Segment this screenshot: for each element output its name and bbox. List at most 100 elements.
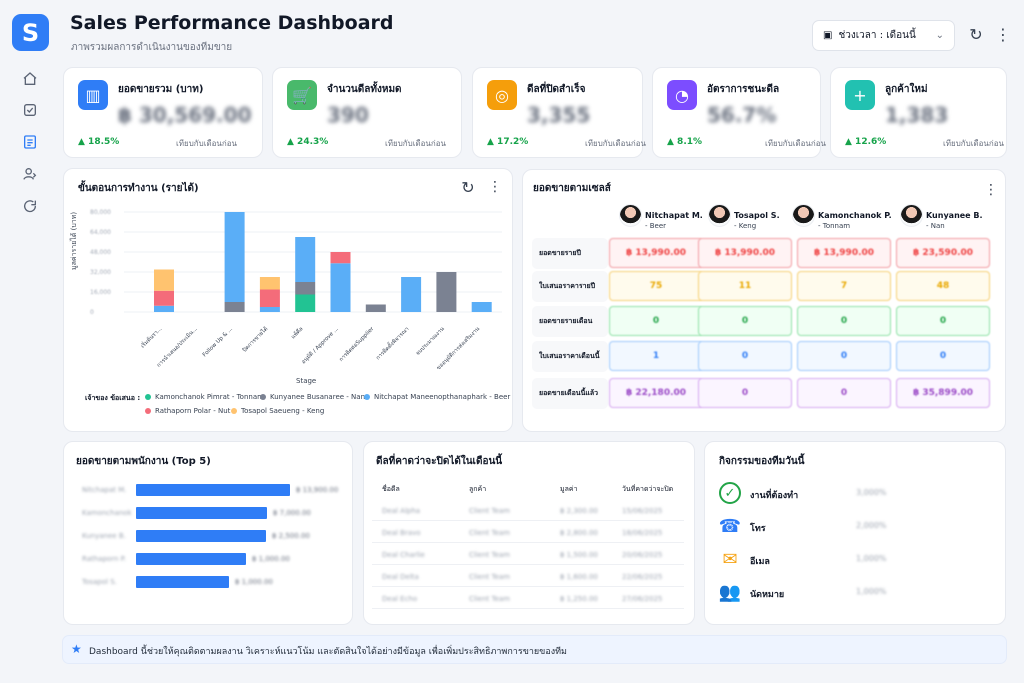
period-select[interactable]: ▣ ช่วงเวลา : เดือนนี้ ⌄ — [812, 20, 955, 51]
activity-label: นัดหมาย — [750, 590, 785, 600]
sales-metric-cell: 0 — [896, 341, 990, 371]
sales-metric-label: ใบเสนอราคารายปี — [532, 271, 608, 302]
legend-color-dot — [231, 408, 237, 414]
table-header-deal-name: ชื่อดีล — [382, 485, 400, 493]
table-cell: ฿ 2,800.00 — [560, 529, 598, 537]
table-header-value: มูลค่า — [560, 485, 578, 493]
expected-deals-card — [363, 441, 695, 625]
table-row[interactable]: Deal Bravo Client Team ฿ 2,800.00 18/06/202… — [372, 525, 684, 543]
kpi-value: 56.7% — [707, 103, 777, 127]
activity-item[interactable]: ✉ อีเมล 1,000% — [719, 548, 919, 572]
employee-sales-value: ฿ 1,000.00 — [252, 555, 290, 563]
kpi-growth: ▲ 18.5% — [78, 137, 120, 147]
activity-item[interactable]: 👥 นัดหมาย 1,000% — [719, 581, 919, 605]
sales-metric-cell: 0 — [698, 341, 792, 371]
table-cell: Client Team — [469, 551, 510, 559]
sales-metric-label: ยอดขายเดือนนี้แล้ว — [532, 378, 608, 409]
employee-name: Kamonchanok M. — [82, 509, 132, 517]
team-activities-title: กิจกรรมของทีมวันนี้ — [719, 456, 805, 467]
employee-sales-bar — [136, 507, 267, 519]
expected-deals-title: ดีลที่คาดว่าจะปิดได้ในเดือนนี้ — [376, 456, 503, 467]
sales-metric-cell: 0 — [698, 378, 792, 408]
employee-sales-bar — [136, 530, 266, 542]
sales-metric-label: ยอดขายรายเดือน — [532, 306, 608, 337]
activity-label: อีเมล — [750, 557, 770, 567]
table-row[interactable]: Deal Echo Client Team ฿ 1,250.00 27/06/2025 — [372, 591, 684, 609]
pie-icon: ◔ — [667, 80, 697, 110]
stacked-bar-segment — [295, 282, 316, 295]
table-cell: 27/06/2025 — [622, 595, 663, 603]
table-row[interactable]: Deal Delta Client Team ฿ 1,600.00 22/06/202… — [372, 569, 684, 587]
inbox-icon[interactable] — [20, 100, 40, 120]
kpi-card: 🛒 จำนวนดีลทั้งหมด 390 ▲ 24.3% เทียบกับเดือนก… — [272, 67, 462, 158]
calendar-icon: ▣ — [823, 30, 833, 41]
more-menu-icon[interactable]: ⋮ — [488, 179, 502, 195]
add-user-icon: + — [845, 80, 875, 110]
table-row[interactable]: Deal Charlie Client Team ฿ 1,500.00 20/06/2… — [372, 547, 684, 565]
period-label: ช่วงเวลา : เดือนนี้ — [838, 30, 916, 41]
table-cell: ฿ 1,500.00 — [560, 551, 598, 559]
more-menu-icon[interactable]: ⋮ — [995, 24, 1011, 44]
legend-label: Rathaporn Polar - Nut — [155, 407, 231, 415]
legend-color-dot — [364, 394, 370, 400]
chevron-down-icon: ⌄ — [935, 30, 944, 41]
stacked-bar-segment — [401, 277, 422, 312]
kpi-value: 1,383 — [885, 103, 949, 127]
table-header-close-date: วันที่คาดว่าจะปิด — [622, 485, 674, 493]
stacked-bar-segment — [471, 302, 492, 312]
stacked-bar-segment — [224, 212, 245, 302]
sales-metric-cell: ฿ 13,990.00 — [797, 238, 891, 268]
mail-icon: ✉ — [722, 548, 738, 570]
home-icon[interactable] — [20, 69, 40, 89]
top-employees-title: ยอดขายตามพนักงาน (Top 5) — [76, 456, 211, 467]
kpi-compare-text: เทียบกับเดือนก่อน — [176, 139, 238, 148]
activity-item[interactable]: ☎ โทร 2,000% — [719, 515, 919, 539]
x-tick-label: Follow Up & ... — [202, 326, 234, 358]
sales-metric-cell: 0 — [797, 306, 891, 336]
refresh-icon[interactable] — [20, 196, 40, 216]
table-cell: ฿ 2,300.00 — [560, 507, 598, 515]
y-tick-label: 16,000 — [90, 289, 111, 296]
employee-sales-bar — [136, 484, 290, 496]
y-tick-label: 32,000 — [90, 269, 111, 276]
stacked-bar-segment — [436, 272, 457, 312]
sales-metric-cell: ฿ 13,990.00 — [609, 238, 703, 268]
kpi-title: ยอดขายรวม (บาท) — [118, 84, 204, 95]
people-icon: 👥 — [718, 581, 742, 603]
kpi-card: ▥ ยอดขายรวม (บาท) ฿ 30,569.00 ▲ 18.5% เทียบก… — [63, 67, 263, 158]
star-icon: ★ — [71, 642, 82, 656]
kpi-compare-text: เทียบกับเดือนก่อน — [385, 139, 447, 148]
table-cell: Client Team — [469, 529, 510, 537]
more-menu-icon[interactable]: ⋮ — [984, 182, 998, 198]
activity-label: โทร — [750, 524, 766, 534]
users-icon[interactable] — [20, 164, 40, 184]
rep-nickname: - Nan — [926, 222, 945, 230]
table-cell: Deal Echo — [382, 595, 418, 603]
y-tick-label: 80,000 — [90, 209, 111, 216]
table-cell: Deal Charlie — [382, 551, 425, 559]
employee-sales-bar — [136, 576, 229, 588]
activity-item[interactable]: ✓ งานที่ต้องทำ 3,000% — [719, 482, 919, 506]
refresh-icon[interactable]: ↻ — [461, 177, 475, 197]
stacked-bar-segment — [330, 252, 351, 264]
refresh-icon[interactable]: ↻ — [969, 24, 983, 44]
avatar — [708, 204, 731, 227]
legend-color-dot — [260, 394, 266, 400]
table-cell: 15/06/2025 — [622, 507, 663, 515]
page-subtitle: ภาพรวมผลการดำเนินงานของทีมขาย — [71, 42, 233, 53]
kpi-card: ◔ อัตราการชนะดีล 56.7% ▲ 8.1% เทียบกับเดือนก… — [652, 67, 826, 158]
table-row[interactable]: Deal Alpha Client Team ฿ 2,300.00 15/06/202… — [372, 503, 684, 521]
bar-chart-icon: ▥ — [78, 80, 108, 110]
table-cell: ฿ 1,600.00 — [560, 573, 598, 581]
target-icon: ◎ — [487, 80, 517, 110]
legend-label: Nitchapat Maneenopthanaphark - Beer — [374, 393, 511, 401]
app-logo[interactable]: S — [12, 14, 49, 51]
table-cell: 20/06/2025 — [622, 551, 663, 559]
legend-item: Nitchapat Maneenopthanaphark - Beer — [364, 393, 510, 401]
team-activities-card — [704, 441, 1006, 625]
activity-value: 1,000% — [856, 587, 887, 596]
x-tick-label: การติดตั้งพิจารณา — [374, 325, 411, 362]
legend-label: Tosapol Saeueng - Keng — [241, 407, 325, 415]
report-icon[interactable] — [20, 132, 40, 152]
kpi-card: ◎ ดีลที่ปิดสำเร็จ 3,355 ▲ 17.2% เทียบกับเดือ… — [472, 67, 646, 158]
